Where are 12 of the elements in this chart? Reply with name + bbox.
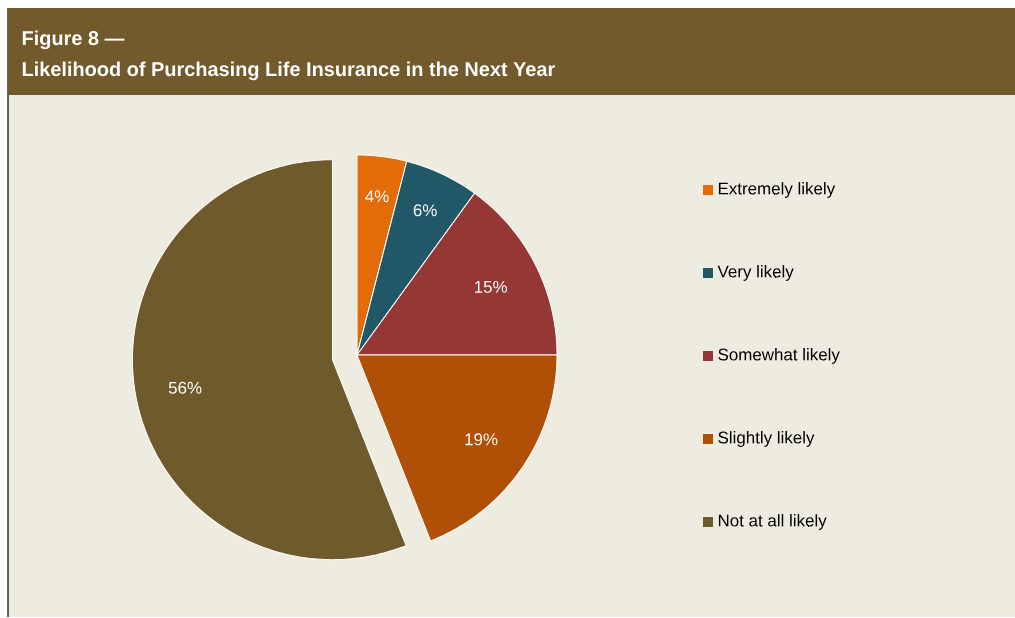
legend-label: Very likely [717,265,794,282]
data-label: 15% [475,281,507,294]
legend-label: Extremely likely [718,182,836,199]
chart-title: Figure 8 — [22,30,125,50]
legend-label: Somewhat likely [718,348,840,365]
legend-label: Not at all likely [718,514,827,531]
data-label: 56% [168,381,202,394]
data-label: 4% [365,190,389,203]
data-label: 19% [465,433,498,446]
chart-subtitle: Likelihood of Purchasing Life Insurance in the Next Year [22,61,555,81]
legend-label: Slightly likely [718,431,815,448]
data-label: 6% [413,204,437,217]
